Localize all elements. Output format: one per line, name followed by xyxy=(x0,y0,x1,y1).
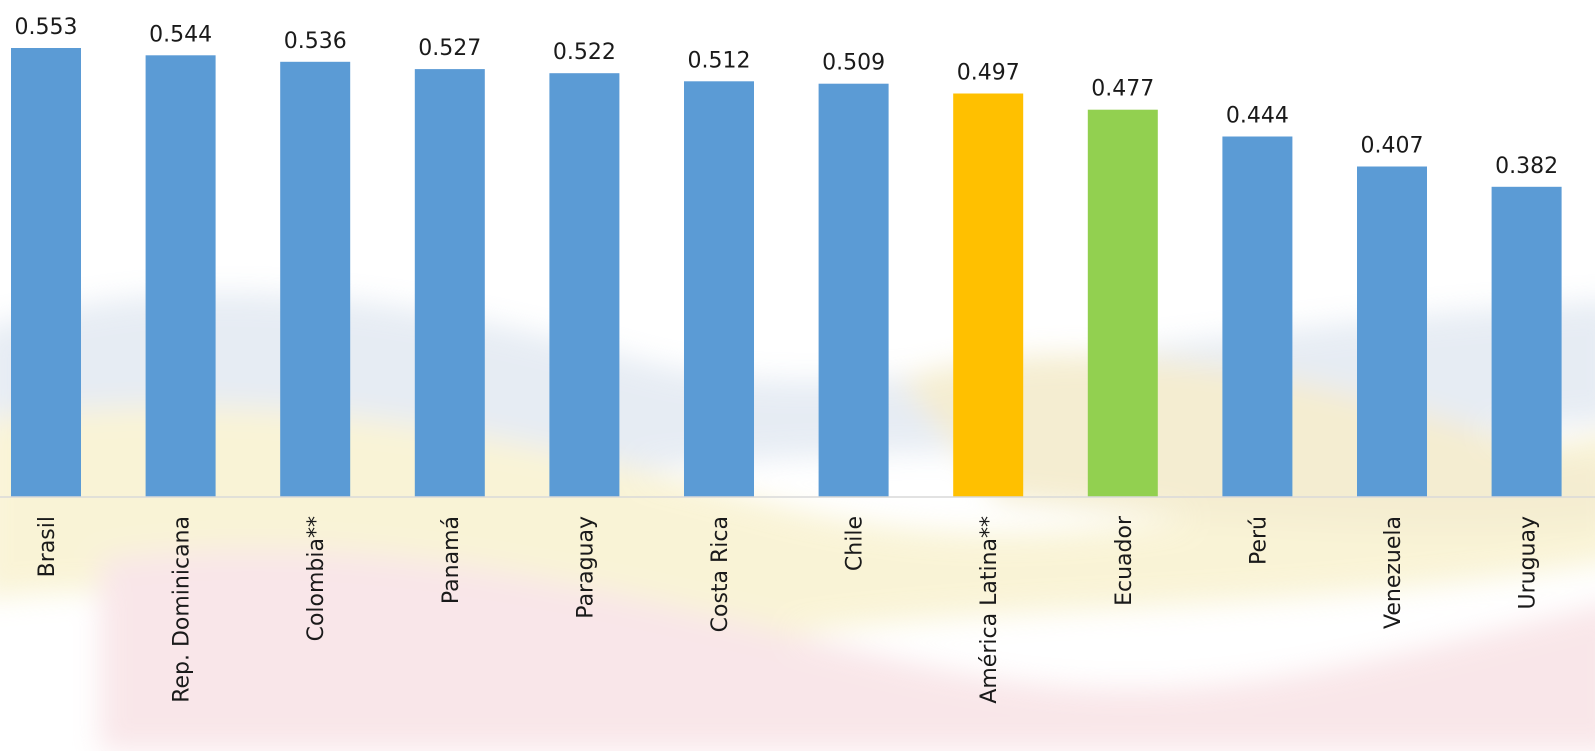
bar-america-latina xyxy=(953,93,1024,497)
bar-ecuador xyxy=(1087,109,1158,497)
bar-colombia xyxy=(280,61,351,498)
category-label-america-latina: América Latina** xyxy=(977,516,1002,704)
category-label-venezuela: Venezuela xyxy=(1381,516,1406,629)
data-label-america-latina: 0.497 xyxy=(957,61,1020,86)
data-label-costa-rica: 0.512 xyxy=(688,48,751,73)
bar-uruguay xyxy=(1491,186,1562,498)
category-label-paraguay: Paraguay xyxy=(573,516,598,619)
data-label-venezuela: 0.407 xyxy=(1361,134,1424,159)
data-label-peru: 0.444 xyxy=(1226,104,1289,129)
bar-peru xyxy=(1222,136,1293,497)
category-label-uruguay: Uruguay xyxy=(1516,516,1541,610)
data-labels-layer: 0.553 0.544 0.536 0.527 0.522 0.512 0.509 0.497… xyxy=(15,15,1559,179)
data-label-paraguay: 0.522 xyxy=(553,40,616,65)
bar-paraguay xyxy=(549,73,620,497)
bars-layer xyxy=(11,48,1562,498)
data-label-panama: 0.527 xyxy=(418,36,481,61)
data-label-uruguay: 0.382 xyxy=(1495,154,1558,179)
data-label-ecuador: 0.477 xyxy=(1091,77,1154,102)
category-label-rep-dominicana: Rep. Dominicana xyxy=(170,516,195,703)
category-label-brasil: Brasil xyxy=(35,516,60,577)
background-ribbon-decoration xyxy=(0,292,1595,751)
bar-panama xyxy=(414,69,485,497)
data-label-rep-dominicana: 0.544 xyxy=(149,22,212,47)
bar-brasil xyxy=(11,48,81,497)
bar-costa-rica xyxy=(684,81,754,498)
data-label-colombia: 0.536 xyxy=(284,29,347,54)
category-labels-layer: Brasil Rep. Dominicana Colombia** Panamá Par… xyxy=(35,515,1541,704)
category-label-panama: Panamá xyxy=(439,516,464,604)
category-label-ecuador: Ecuador xyxy=(1112,515,1137,606)
category-label-costa-rica: Costa Rica xyxy=(708,516,733,632)
category-label-chile: Chile xyxy=(843,516,868,571)
bar-chile xyxy=(818,83,889,497)
category-label-peru: Perú xyxy=(1246,516,1271,565)
bar-venezuela xyxy=(1357,166,1427,497)
bar-rep-dominicana xyxy=(145,55,216,498)
data-label-chile: 0.509 xyxy=(822,51,885,76)
category-label-colombia: Colombia** xyxy=(304,516,329,641)
data-label-brasil: 0.553 xyxy=(15,15,78,40)
